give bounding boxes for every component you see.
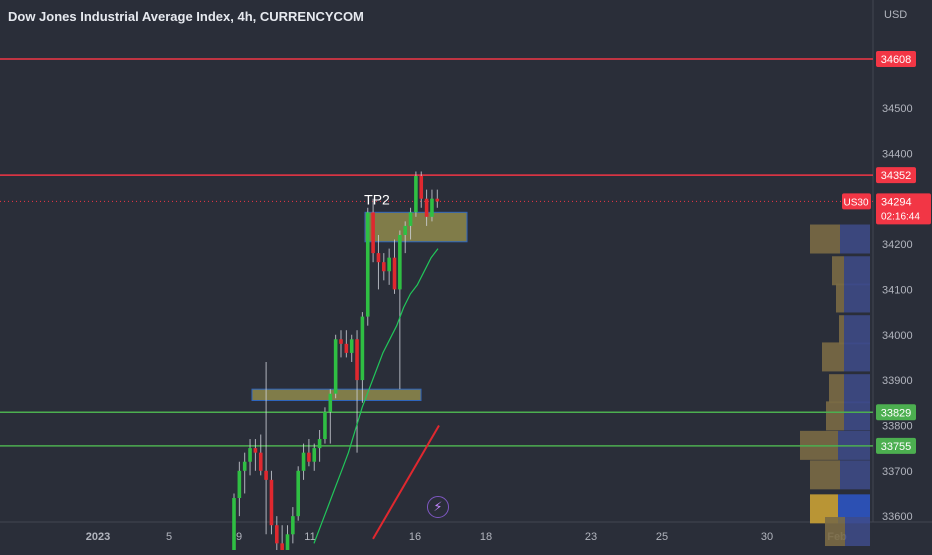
candle-body xyxy=(285,534,290,553)
candle-body xyxy=(280,543,284,553)
price-label-badge xyxy=(876,437,916,454)
price-label-text: 34352 xyxy=(881,170,912,182)
volume-profile-up xyxy=(829,374,844,404)
volume-profile-down xyxy=(844,315,870,345)
volume-profile-down xyxy=(844,283,870,313)
volume-profile-up xyxy=(822,342,844,372)
price-label-text: 33829 xyxy=(881,407,912,419)
candle-body xyxy=(296,470,300,517)
volume-profile-up xyxy=(810,460,840,490)
volume-profile-up xyxy=(832,256,844,286)
currency-label: USD xyxy=(884,9,908,21)
x-tick-label: 11 xyxy=(304,531,315,543)
volume-profile-up xyxy=(839,315,844,345)
countdown-text: 02:16:44 xyxy=(881,211,920,222)
x-tick-label: 9 xyxy=(236,531,242,543)
candle-body xyxy=(398,234,402,290)
y-tick-label: 34200 xyxy=(882,239,913,251)
candle-body xyxy=(403,225,407,235)
candle-body xyxy=(323,411,327,440)
candle-body xyxy=(414,176,418,213)
price-axis-panel xyxy=(873,0,932,550)
candle-body xyxy=(376,253,381,263)
candle-body xyxy=(328,393,333,412)
volume-profile-down xyxy=(840,460,870,490)
candle-body xyxy=(317,439,322,449)
x-tick-label: 23 xyxy=(585,531,597,543)
candle-body xyxy=(237,470,242,499)
volume-profile-down xyxy=(844,342,870,372)
candle-body xyxy=(307,452,311,462)
y-tick-label: 33700 xyxy=(882,466,913,478)
candle-body xyxy=(392,257,397,290)
y-tick-label: 33800 xyxy=(882,420,913,432)
candle-body xyxy=(430,198,434,217)
current-price-text: 34294 xyxy=(881,196,912,208)
candle-body xyxy=(360,316,365,381)
x-tick-label: 18 xyxy=(480,531,492,543)
price-label-text: 34608 xyxy=(881,54,912,66)
trend-line xyxy=(372,424,440,540)
candle-body xyxy=(301,452,306,471)
candle-body xyxy=(371,212,375,254)
candle-body xyxy=(419,176,424,199)
zone-label: TP2 xyxy=(364,191,390,207)
price-label-badge xyxy=(876,404,916,421)
volume-profile-down xyxy=(844,401,870,431)
x-tick-label: 16 xyxy=(409,531,421,543)
target-zone xyxy=(364,211,468,243)
symbol-badge xyxy=(842,193,871,210)
moving-average-line xyxy=(313,248,439,544)
x-tick-label: 25 xyxy=(656,531,668,543)
volume-profile-down xyxy=(840,224,870,254)
candle-body xyxy=(355,339,359,381)
x-tick-label: 2023 xyxy=(86,531,110,543)
candle-body xyxy=(291,516,295,535)
candle-body xyxy=(253,448,258,453)
symbol-text: US30 xyxy=(843,197,868,208)
candle-body xyxy=(365,212,370,317)
lightning-icon[interactable]: ⚡ xyxy=(427,496,449,518)
price-label-text: 33755 xyxy=(881,441,912,453)
y-tick-label: 33900 xyxy=(882,375,913,387)
volume-profile-down xyxy=(845,517,870,547)
price-label-badge xyxy=(876,51,916,68)
chart-title: Dow Jones Industrial Average Index, 4h, … xyxy=(8,9,364,24)
candle-body xyxy=(435,198,440,202)
x-tick-label: 30 xyxy=(761,531,773,543)
candle-body xyxy=(382,262,386,272)
candle-body xyxy=(258,452,263,471)
candle-body xyxy=(424,198,429,217)
volume-profile-down xyxy=(844,256,870,286)
candle-body xyxy=(387,257,391,272)
y-tick-label: 34400 xyxy=(882,148,913,160)
candle-body xyxy=(275,525,279,544)
candle-body xyxy=(232,498,236,553)
candle-body xyxy=(344,343,349,353)
candle-body xyxy=(269,479,274,526)
y-tick-label: 34500 xyxy=(882,103,913,115)
candle-body xyxy=(312,448,317,462)
candle-body xyxy=(349,339,354,353)
candle-body xyxy=(264,470,268,480)
current-price-badge xyxy=(876,193,931,225)
y-tick-label: 34000 xyxy=(882,330,913,342)
candle-body xyxy=(339,339,343,344)
candle-body xyxy=(242,461,247,471)
volume-profile-up xyxy=(810,224,840,254)
candle-body xyxy=(408,212,413,226)
candle-body xyxy=(333,339,338,394)
volume-profile-up xyxy=(836,283,844,313)
y-tick-label: 34100 xyxy=(882,284,913,296)
volume-profile-down xyxy=(844,374,870,404)
candle-body xyxy=(248,448,252,462)
y-tick-label: 33600 xyxy=(882,511,913,523)
x-tick-label: 5 xyxy=(166,531,172,543)
volume-profile-up xyxy=(825,517,845,547)
price-label-badge xyxy=(876,167,916,184)
volume-profile-up xyxy=(826,401,844,431)
